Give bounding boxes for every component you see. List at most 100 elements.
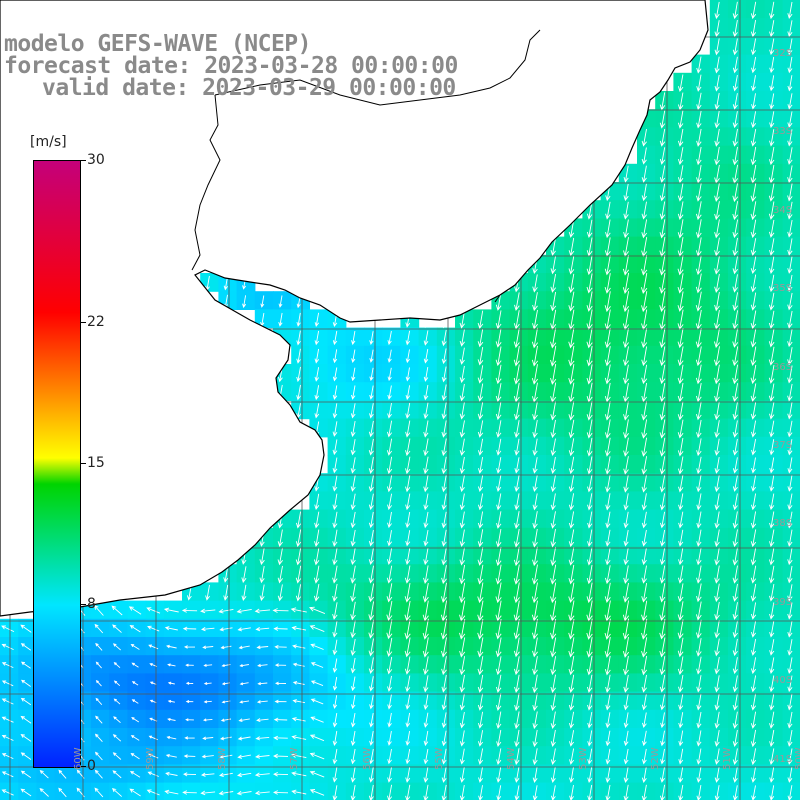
wind-arrow — [787, 93, 793, 110]
wind-arrow — [769, 493, 775, 511]
wind-cell — [618, 709, 638, 729]
land-mass — [0, 0, 709, 617]
wind-arrow — [714, 475, 720, 493]
wind-cell — [618, 546, 638, 565]
wind-cell — [655, 491, 674, 511]
wind-arrow — [787, 584, 793, 602]
wind-cell — [564, 782, 583, 800]
wind-arrow — [750, 401, 757, 420]
wind-cell — [691, 91, 711, 110]
wind-arrow — [368, 547, 374, 565]
wind-cell — [764, 254, 784, 274]
wind-arrow — [514, 766, 520, 783]
wind-arrow — [732, 657, 738, 675]
wind-arrow — [203, 700, 212, 704]
wind-arrow — [623, 784, 629, 800]
wind-cell — [655, 546, 674, 565]
wind-arrow — [332, 457, 338, 474]
wind-cell — [618, 764, 638, 784]
wind-arrow — [732, 583, 738, 602]
wind-arrow — [550, 618, 557, 640]
wind-arrow — [641, 511, 647, 529]
wind-cell — [600, 746, 620, 765]
wind-arrow — [750, 182, 757, 202]
wind-arrow — [677, 601, 684, 621]
wind-arrow — [568, 693, 575, 711]
wind-cell — [637, 163, 656, 183]
wind-cell — [400, 764, 420, 784]
wind-arrow — [423, 656, 429, 675]
wind-arrow — [296, 366, 301, 383]
wind-arrow — [459, 674, 465, 693]
wind-cell — [782, 345, 800, 365]
wind-cell — [145, 709, 165, 729]
wind-arrow — [750, 111, 757, 129]
wind-arrow — [750, 583, 757, 602]
wind-cell — [163, 764, 183, 784]
wind-cell — [127, 673, 147, 693]
wind-arrow — [623, 401, 629, 421]
wind-arrow — [292, 680, 305, 685]
wind-cell — [782, 327, 800, 347]
wind-cell — [637, 782, 656, 800]
wind-cell — [400, 746, 420, 765]
wind-arrow — [459, 618, 466, 640]
wind-arrow — [550, 456, 556, 474]
wind-cell — [728, 709, 747, 729]
wind-cell — [291, 582, 310, 602]
wind-cell — [764, 655, 784, 674]
wind-arrow — [332, 565, 338, 584]
wind-arrow — [732, 602, 738, 620]
wind-cell — [709, 54, 729, 74]
wind-cell — [509, 455, 529, 474]
wind-cell — [728, 109, 747, 128]
wind-cell — [309, 637, 329, 656]
wind-arrow — [587, 511, 593, 529]
wind-arrow — [659, 637, 666, 658]
wind-cell — [655, 728, 674, 747]
wind-cell — [655, 673, 674, 693]
wind-cell — [382, 728, 401, 747]
wind-arrow — [696, 529, 702, 547]
wind-arrow — [623, 655, 629, 676]
wind-cell — [782, 546, 800, 565]
wind-cell — [382, 400, 401, 420]
wind-cell — [327, 382, 347, 401]
wind-arrow — [659, 656, 666, 676]
wind-cell — [655, 473, 674, 492]
wind-cell — [36, 782, 56, 800]
wind-cell — [400, 782, 420, 800]
wind-arrow — [732, 20, 738, 38]
wind-cell — [345, 400, 365, 420]
wind-cell — [436, 364, 456, 383]
wind-cell — [691, 436, 711, 456]
wind-cell — [345, 564, 365, 583]
wind-cell — [618, 618, 638, 638]
wind-cell — [709, 673, 729, 693]
wind-cell — [491, 764, 511, 784]
wind-cell — [473, 509, 492, 529]
wind-cell — [782, 691, 800, 711]
wind-cell — [691, 473, 711, 492]
wind-cell — [728, 18, 747, 37]
wind-arrow — [787, 165, 793, 184]
wind-arrow — [550, 364, 557, 385]
wind-cell — [291, 673, 310, 693]
wind-arrow — [550, 656, 557, 676]
wind-cell — [673, 163, 693, 183]
wind-arrow — [604, 346, 611, 367]
wind-arrow — [787, 383, 793, 402]
wind-arrow — [386, 456, 393, 475]
wind-cell — [746, 254, 765, 274]
wind-arrow — [514, 711, 520, 730]
wind-arrow — [677, 565, 684, 584]
wind-cell — [764, 509, 784, 529]
wind-arrow — [623, 219, 629, 239]
wind-cell — [273, 637, 292, 656]
wind-arrow — [111, 605, 123, 616]
wind-arrow — [256, 718, 269, 723]
wind-arrow — [202, 645, 214, 650]
wind-cell — [400, 327, 420, 347]
wind-arrow — [750, 693, 757, 711]
wind-cell — [36, 764, 56, 784]
